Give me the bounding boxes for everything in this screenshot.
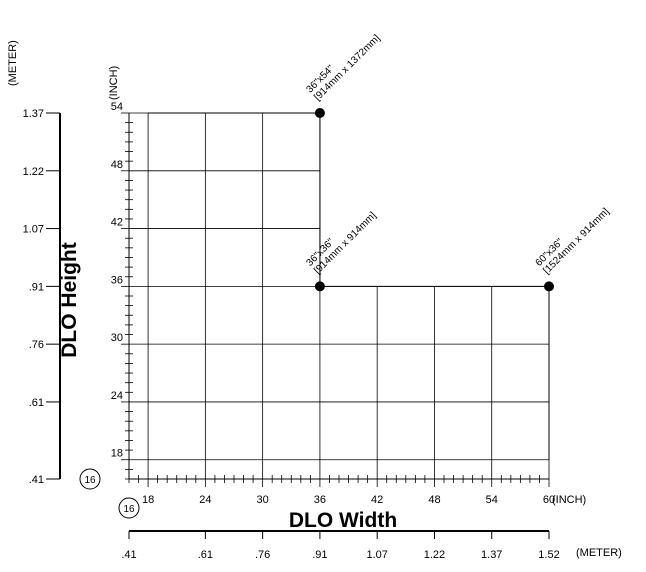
x-tick-label: 18 (142, 494, 154, 506)
origin-marker-y: 16 (79, 468, 101, 490)
x-tick-label: 48 (428, 494, 440, 506)
y-axis-title: DLO Height (58, 242, 81, 358)
x-axis-title: DLO Width (289, 509, 397, 532)
x-tick-label: 24 (199, 494, 211, 506)
origin-marker-x: 16 (118, 497, 140, 519)
y-meter-tick-label: .61 (29, 397, 44, 409)
x-unit-label: (INCH) (552, 494, 586, 506)
y-meter-tick-label: .41 (29, 474, 44, 486)
data-point-annotation: 36"x54"[914mm x 1372mm] (304, 33, 382, 103)
data-point (314, 281, 325, 292)
meter-scales: .41 .61 .76 .91 1.07 1.22 1.37 .41 .61 .76 .91 1.07… (23, 108, 560, 561)
y-tick-label: 42 (111, 217, 123, 229)
y-meter-tick-label: 1.22 (23, 166, 44, 178)
data-point (314, 108, 325, 118)
x-meter-tick-label: 1.22 (424, 549, 445, 561)
data-points: 36"x54"[914mm x 1372mm] 36"x36"[914mm x 9… (304, 33, 612, 292)
data-point-annotation: 36"x36"[914mm x 914mm] (304, 210, 378, 276)
x-tick-label: 54 (486, 494, 498, 506)
x-tick-label: 36 (314, 494, 326, 506)
x-meter-tick-label: .91 (312, 549, 327, 561)
y-tick-label: 18 (111, 448, 123, 460)
axes (128, 113, 549, 480)
y-meter-unit-label: (METER) (7, 40, 19, 86)
origin-label-x: 16 (123, 504, 135, 515)
x-tick-label: 60 (543, 494, 555, 506)
x-meter-tick-label: 1.52 (538, 549, 559, 561)
tick-marks (121, 112, 550, 487)
x-tick-label: 30 (257, 494, 269, 506)
x-tick-label: 42 (371, 494, 383, 506)
y-meter-tick-label: 1.37 (23, 108, 44, 120)
y-tick-label: 54 (111, 101, 123, 113)
data-point (544, 281, 554, 292)
y-tick-label: 48 (111, 159, 123, 171)
x-meter-unit-label: (METER) (576, 547, 622, 559)
tick-labels: 18 24 30 36 42 48 54 18 24 30 36 42 48 54 60 (111, 101, 555, 506)
x-meter-tick-label: 1.37 (481, 549, 502, 561)
x-meter-tick-label: 1.07 (366, 549, 387, 561)
grid-lines (129, 112, 550, 479)
y-meter-tick-label: .91 (29, 281, 44, 293)
data-point-annotation: 60"x36"[1524mm x 914mm] (534, 206, 612, 276)
y-tick-label: 24 (111, 390, 123, 402)
y-unit-label: (INCH) (108, 66, 120, 100)
x-meter-tick-label: .76 (255, 549, 270, 561)
x-meter-tick-label: .41 (121, 549, 136, 561)
x-meter-tick-label: .61 (198, 549, 213, 561)
origin-label-y: 16 (84, 475, 96, 486)
y-meter-tick-label: .76 (29, 339, 44, 351)
y-tick-label: 30 (111, 332, 123, 344)
y-meter-tick-label: 1.07 (23, 224, 44, 236)
y-tick-label: 36 (111, 274, 123, 286)
